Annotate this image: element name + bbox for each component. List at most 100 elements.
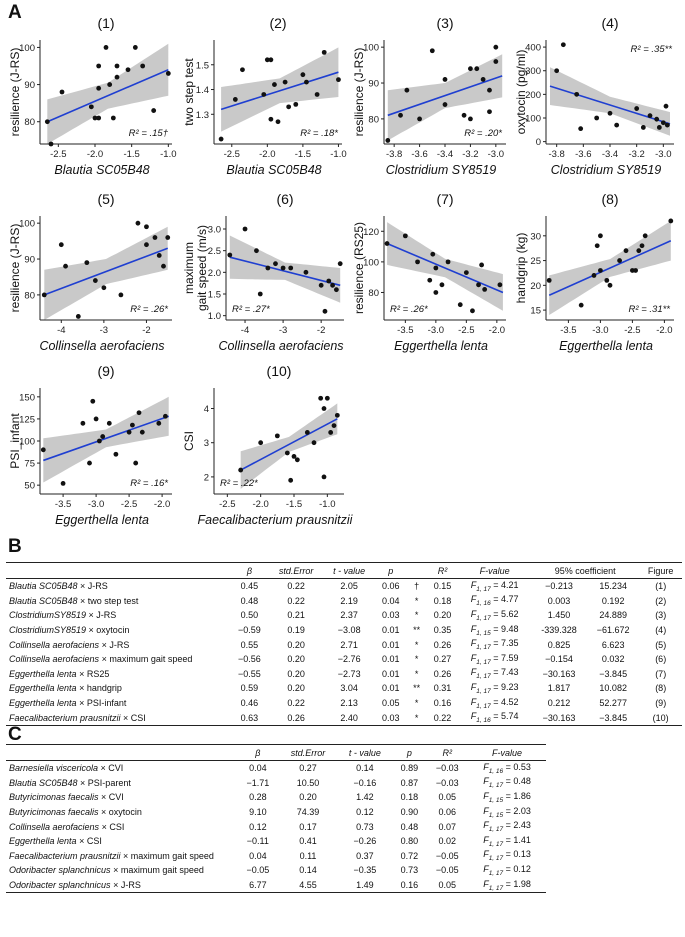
- data-point: [493, 59, 499, 64]
- x-axis-label: Collinsella aerofaciens: [39, 339, 164, 353]
- data-point: [445, 259, 451, 265]
- f-symbol: F: [470, 696, 477, 707]
- std-error-cell: 0.27: [299, 763, 317, 774]
- p-cell: 0.87: [400, 777, 419, 788]
- t-value-cell: 1.49: [356, 880, 374, 891]
- data-point: [598, 233, 603, 239]
- ci-lower-cell: −30.163: [542, 668, 576, 679]
- data-point: [574, 91, 580, 97]
- taxon-name: ClostridiumSY8519: [9, 610, 87, 621]
- x-axis-label: Eggerthella lenta: [559, 339, 653, 353]
- f-value-cell: F1, 15 = 2.03: [468, 805, 546, 820]
- r-squared-label: R² = .31**: [629, 304, 671, 315]
- scatter-plot-10: -2.5 -2.0 -1.5 -1.0 2 3 4 (10) Faecalibacterium …: [182, 362, 354, 539]
- outcome-name: × CVI: [98, 763, 124, 774]
- data-point: [163, 413, 168, 419]
- x-tick-label: -3.0: [88, 499, 104, 510]
- data-point: [417, 116, 422, 122]
- data-point: [92, 278, 98, 283]
- x-tick-label: -3: [279, 325, 287, 336]
- col-figure: Figure: [647, 565, 674, 576]
- table-row: Barnesiella viscericola × CVI 0.04 0.27 0.1…: [6, 761, 546, 776]
- taxon-name: Odoribacter splanchnicus: [9, 880, 111, 891]
- f-value-cell: F1, 17 = 7.59: [458, 652, 531, 667]
- beta-cell: 0.45: [240, 581, 259, 592]
- significance-cell: *: [414, 639, 419, 650]
- f-df: 1, 17: [488, 826, 504, 834]
- x-tick-label: -3: [100, 325, 108, 336]
- f-number: = 7.43: [490, 667, 519, 678]
- figure-ref-cell: (4): [655, 625, 667, 636]
- col-p: p: [388, 565, 394, 576]
- data-point: [314, 92, 320, 97]
- f-df: 1, 16: [476, 717, 491, 725]
- data-point: [133, 460, 139, 466]
- table-row: Butyricimonas faecalis × oxytocin 9.10 74.…: [6, 805, 546, 820]
- f-number: = 5.62: [490, 609, 519, 620]
- data-point: [227, 252, 233, 258]
- f-number: = 5.74: [490, 711, 519, 722]
- data-point: [118, 292, 124, 298]
- x-axis-label: Faecalibacterium prausnitzii: [198, 513, 354, 527]
- r2-cell: 0.15: [433, 581, 452, 592]
- data-point: [126, 429, 132, 435]
- f-df: 1, 17: [488, 884, 504, 892]
- f-symbol: F: [483, 878, 489, 889]
- f-df: 1, 17: [476, 644, 491, 652]
- p-cell: 0.01: [381, 625, 400, 636]
- ci-lower-cell: -339.328: [541, 625, 577, 636]
- data-point: [136, 410, 142, 416]
- beta-cell: 0.12: [249, 821, 267, 832]
- r2-cell: 0.26: [433, 639, 452, 650]
- data-point: [487, 109, 492, 115]
- panel-letter-c: C: [8, 724, 22, 745]
- data-point: [463, 270, 469, 275]
- data-point: [598, 268, 603, 273]
- significance-cell: *: [414, 610, 419, 621]
- x-tick-label: -3.2: [462, 149, 478, 160]
- t-value-cell: −3.08: [337, 625, 361, 636]
- r2-cell: −0.05: [435, 850, 459, 861]
- y-tick-label: 1.4: [196, 85, 209, 96]
- beta-cell: 0.28: [249, 792, 267, 803]
- y-tick-label: 100: [19, 437, 35, 448]
- f-value-cell: F1, 17 = 0.12: [468, 863, 546, 878]
- plot-svg: -3.5 -3.0 -2.5 -2.0 50 75 100 125 150 (9) Eggerthe…: [8, 363, 172, 527]
- data-point: [304, 430, 310, 435]
- t-value-cell: 0.73: [356, 821, 374, 832]
- table-row: Eggerthella lenta × RS25 −0.55 0.20 −2.73 0.…: [6, 667, 682, 682]
- x-tick-label: -3.0: [488, 149, 504, 160]
- data-point: [93, 416, 99, 422]
- table-row: Blautia SC05B48 × PSI-parent −1.71 10.50 −0…: [6, 776, 546, 791]
- p-cell: 0.01: [381, 683, 400, 694]
- y-axis-label: resilience (J-RS): [352, 48, 366, 137]
- f-symbol: F: [483, 761, 489, 772]
- taxon-name: Eggerthella lenta: [9, 668, 77, 679]
- data-point: [291, 453, 297, 459]
- confidence-band: [550, 67, 670, 136]
- data-point: [144, 224, 149, 230]
- t-value-cell: 2.40: [340, 712, 358, 723]
- table-row: Blautia SC05B48 × J-RS 0.45 0.22 2.05 0.06 † 0…: [6, 579, 682, 594]
- y-axis-label: CSI: [182, 431, 196, 451]
- r2-cell: −0.03: [435, 763, 459, 774]
- col-std-error: std.Error: [278, 565, 314, 576]
- r-squared-label: R² = .26*: [130, 304, 168, 315]
- ci-upper-cell: 6.623: [601, 639, 625, 650]
- data-point: [554, 68, 560, 74]
- outcome-name: × CSI: [76, 836, 102, 847]
- data-point: [660, 120, 666, 126]
- y-tick-label: 90: [24, 80, 35, 91]
- table-b: β std.Error t - value p R² F-value 95% c…: [6, 562, 682, 726]
- significance-cell: *: [414, 668, 419, 679]
- p-cell: 0.06: [381, 581, 400, 592]
- data-point: [40, 447, 46, 453]
- plot-title: (1): [97, 15, 114, 31]
- y-tick-label: 100: [19, 219, 35, 230]
- col-f-value: F-value: [492, 747, 523, 758]
- data-point: [165, 235, 171, 240]
- f-number: = 2.03: [503, 805, 531, 816]
- x-tick-label: -3.0: [428, 325, 444, 336]
- data-point: [427, 277, 433, 283]
- scatter-plot-9: -3.5 -3.0 -2.5 -2.0 50 75 100 125 150 (9) Eggerthe…: [8, 362, 180, 539]
